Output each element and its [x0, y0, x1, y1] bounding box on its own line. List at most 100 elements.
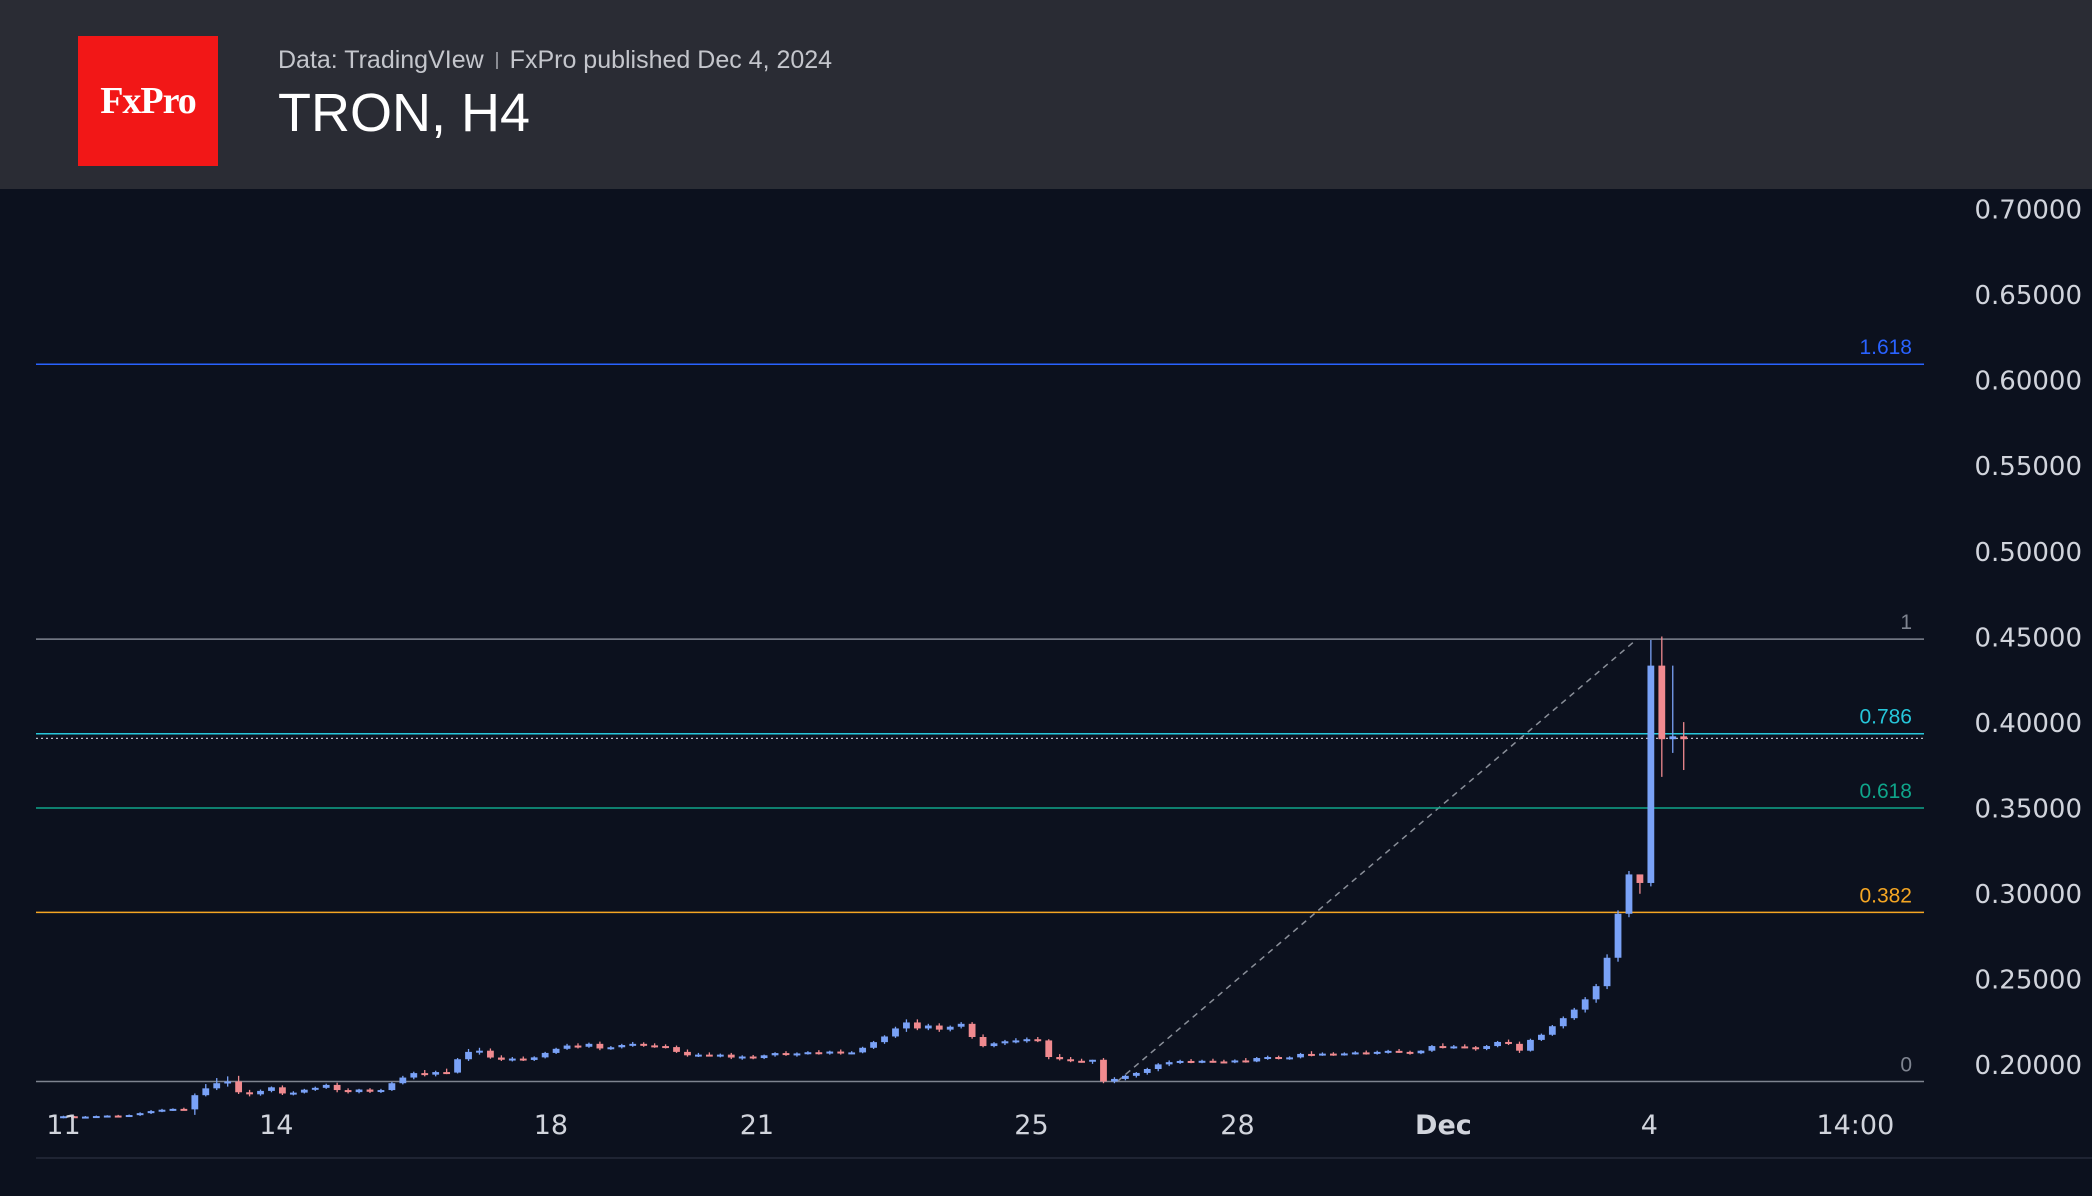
candle-body [870, 1042, 877, 1048]
price-tick-label: 0.35000 [1974, 795, 2082, 825]
candle-body [1121, 1075, 1129, 1079]
candle-body [957, 1023, 965, 1027]
candle-body [1395, 1050, 1403, 1053]
price-tick-label: 0.20000 [1974, 1051, 2082, 1081]
fib-trend-line[interactable] [1116, 638, 1638, 1083]
candle-body [1329, 1053, 1337, 1056]
price-tick-label: 0.50000 [1974, 538, 2082, 568]
candle-body [815, 1052, 823, 1055]
candle-body [519, 1058, 527, 1061]
candle-body [640, 1043, 648, 1046]
candle-body [169, 1108, 177, 1111]
candle-body [1559, 1018, 1567, 1027]
candle-body [1154, 1064, 1162, 1070]
candle-body [1417, 1050, 1425, 1054]
candle-body [771, 1053, 779, 1056]
candle-body [1439, 1046, 1447, 1049]
candle-body [246, 1092, 253, 1095]
candle-body [1450, 1046, 1458, 1049]
time-tick-label: 14:00 [1816, 1110, 1894, 1141]
candle-body [1636, 874, 1644, 883]
candle-body [322, 1084, 330, 1088]
candle-body [1209, 1060, 1217, 1063]
candle-body [530, 1057, 538, 1060]
price-tick-label: 0.60000 [1974, 367, 2082, 397]
candle-body [859, 1047, 867, 1053]
candle-body [574, 1045, 582, 1048]
candle-body [749, 1056, 757, 1059]
candle-body [388, 1083, 396, 1091]
candle-body [1570, 1009, 1578, 1019]
candle-body [793, 1053, 801, 1056]
candle-body [1264, 1057, 1272, 1060]
candle-body [257, 1090, 264, 1095]
candle-body [1308, 1053, 1315, 1056]
candle-body [1001, 1041, 1009, 1044]
candle-body [913, 1022, 921, 1029]
candle-body [1297, 1053, 1304, 1058]
candle-body [727, 1054, 735, 1058]
candle-body [1527, 1039, 1534, 1051]
candle-body [924, 1025, 932, 1029]
fxpro-logo: FxPro [78, 36, 218, 166]
candle-body [443, 1072, 451, 1075]
candle-body [1100, 1059, 1107, 1082]
fibonacci-retracement[interactable]: 0 0.382 0.618 0.786 1 1.618 [36, 336, 1924, 1083]
candle-body [629, 1043, 637, 1046]
candle-body [946, 1026, 954, 1030]
candle-body [1286, 1057, 1293, 1060]
candle-body [1428, 1046, 1436, 1051]
time-tick-label: 25 [1014, 1110, 1048, 1141]
candle-body [410, 1073, 418, 1078]
price-tick-label: 0.45000 [1974, 623, 2082, 653]
price-axis[interactable]: 0.70000 0.65000 0.60000 0.55000 0.50000 0.450… [1974, 196, 2082, 1082]
candle-body [848, 1052, 856, 1055]
candle-body [1253, 1058, 1261, 1062]
candle-body [1603, 957, 1611, 987]
candle-body [1548, 1026, 1556, 1035]
chart-title: TRON, H4 [278, 83, 531, 143]
candle-body [421, 1073, 429, 1076]
candle-body [1165, 1062, 1173, 1065]
candle-body [837, 1051, 845, 1054]
candle-body [333, 1084, 341, 1091]
time-tick-label: 28 [1220, 1110, 1254, 1141]
time-axis[interactable]: 11 14 18 21 25 28 Dec 4 14:00 [36, 1110, 2092, 1159]
candle-body [1483, 1046, 1491, 1049]
candle-body [289, 1092, 297, 1095]
candle-body [881, 1036, 888, 1043]
candle-body [1275, 1057, 1283, 1060]
candle-body [716, 1054, 724, 1057]
candle-body [279, 1087, 286, 1094]
data-source: Data: TradingVIew [278, 46, 484, 74]
candle-body [202, 1088, 210, 1096]
fib-level-label: 0.786 [1859, 706, 1912, 729]
candle-body [903, 1022, 910, 1029]
logo-text: FxPro [100, 80, 197, 122]
candle-body [1516, 1043, 1523, 1051]
candle-body [585, 1043, 593, 1047]
candle-body [465, 1051, 472, 1060]
chart-meta: Data: TradingVIew FxPro published Dec 4,… [278, 46, 832, 75]
candle-body [1581, 999, 1589, 1010]
candle-body [268, 1087, 275, 1091]
candle-body [705, 1054, 713, 1057]
price-tick-label: 0.40000 [1974, 709, 2082, 739]
candle-body [366, 1089, 374, 1092]
candle-body [355, 1089, 363, 1093]
candle-body [1362, 1052, 1370, 1055]
candle-body [158, 1109, 166, 1112]
candle-body [695, 1054, 702, 1057]
candle-body [618, 1045, 626, 1048]
candle-body [1023, 1039, 1031, 1042]
meta-separator [495, 52, 498, 69]
candle-body [224, 1081, 232, 1084]
published-date: FxPro published Dec 4, 2024 [509, 46, 833, 74]
candle-body [1494, 1041, 1501, 1047]
candle-body [454, 1059, 461, 1073]
candle-body [1592, 986, 1600, 1000]
candle-body [1625, 874, 1633, 914]
candle-body [607, 1047, 615, 1050]
candle-body [1220, 1061, 1228, 1064]
